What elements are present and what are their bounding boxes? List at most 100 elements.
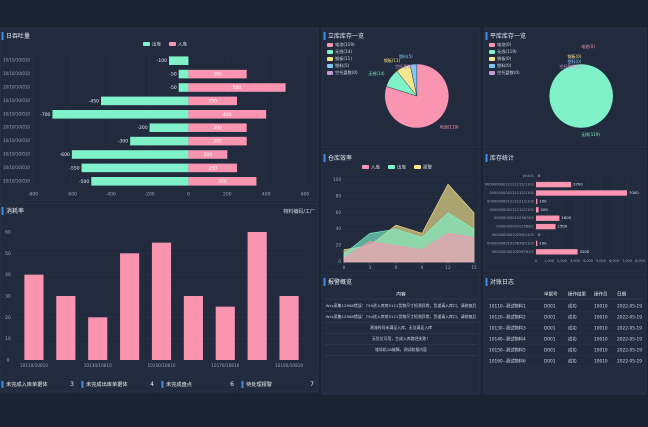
panel	[483, 273, 647, 395]
bar	[188, 163, 237, 173]
stat-marker	[81, 381, 84, 388]
data-label: 3200	[580, 249, 590, 254]
table-cell: 2022-05-19	[617, 337, 642, 343]
bar	[279, 296, 299, 360]
table-cell: 成功	[568, 325, 577, 332]
panel-title: 日吞吐量	[6, 32, 30, 40]
x-tick-label: 8,000	[635, 259, 645, 263]
data-label: 400	[223, 112, 232, 118]
y-tick-label: 10/10/10/010	[3, 152, 30, 157]
title-marker	[323, 32, 326, 40]
y-tick-label: 10/10/10/010	[3, 98, 30, 103]
x-tick-label: 10110/10810	[20, 363, 48, 368]
table-cell: D001	[544, 348, 556, 354]
x-tick-label: 10130/10810	[84, 363, 112, 368]
y-tick-label: 00000000010256761/1	[492, 250, 534, 254]
x-tick-label: -200	[144, 192, 154, 198]
y-tick-label: 000000000121212/1101	[489, 208, 534, 212]
table-cell: 成功	[568, 314, 577, 321]
data-label: -50	[169, 85, 176, 91]
y-tick-label: 10	[5, 336, 11, 342]
bar	[91, 177, 189, 186]
stat-box	[79, 376, 159, 393]
stat-label: 待处理报警	[246, 380, 272, 388]
y-tick-label: 60	[336, 210, 342, 215]
bar	[536, 240, 538, 247]
data-label: 300	[213, 139, 222, 145]
legend-swatch	[327, 71, 333, 75]
slice-label: 钢板(11)	[384, 57, 401, 63]
bar	[536, 215, 560, 221]
legend-label: 报警	[423, 164, 432, 171]
y-tick-label: 0	[7, 358, 10, 364]
legend-swatch	[327, 43, 333, 47]
table-cell: 10150--测试物料5	[489, 347, 526, 354]
legend-label: 电池(119)	[335, 41, 355, 47]
x-tick-label: 10190/10810	[275, 363, 303, 368]
table-cell: 潮流时间未满足入库，无法满足入库	[370, 325, 432, 330]
title-marker	[485, 32, 488, 40]
legend-label: 无线(14)	[335, 48, 352, 55]
x-tick-label: 4,000	[583, 259, 593, 263]
x-tick-label: 9	[421, 265, 424, 270]
y-tick-label: 50	[5, 251, 11, 257]
legend-label: 出库	[397, 164, 406, 171]
bar	[188, 110, 267, 119]
data-label: 0	[538, 232, 541, 237]
data-label: -700	[40, 112, 50, 118]
data-label: -600	[60, 152, 70, 158]
x-tick-label: 0	[343, 265, 346, 270]
x-tick-label: 2,000	[557, 259, 567, 263]
legend-label: 钢板(0)	[497, 55, 512, 62]
table-cell: D001	[544, 337, 556, 343]
x-tick-label: 0	[535, 259, 537, 263]
y-tick-label: 00000000012121212/1101	[485, 183, 534, 187]
bar	[120, 253, 140, 360]
slice-label: 钢板(0)	[568, 53, 582, 59]
data-label: 100	[539, 240, 547, 245]
data-label: 2700	[573, 182, 583, 187]
x-tick-label: 6,000	[609, 259, 619, 263]
table-cell: 成功	[568, 347, 577, 354]
table-cell: 10130--测试物料3	[489, 325, 526, 332]
data-label: -100	[157, 58, 167, 64]
y-tick-label: 20	[336, 243, 342, 248]
slice-label: 无线(119)	[581, 131, 600, 137]
bar	[178, 83, 189, 92]
data-label: -450	[89, 98, 99, 104]
y-tick-label: 10/10/10/010	[3, 138, 30, 143]
legend-label: 空托盘数(0)	[497, 69, 520, 76]
bar	[188, 96, 237, 106]
slice-label: 塑料(0)	[568, 58, 582, 64]
stat-value: 3	[70, 381, 74, 388]
slice-label: 电池(119)	[440, 123, 459, 129]
table-cell: 2022-05-19	[617, 315, 642, 321]
table-cell: D001	[544, 315, 556, 321]
bar	[183, 296, 203, 360]
bar	[178, 69, 189, 79]
data-label: -200	[137, 125, 147, 131]
data-label: 0	[538, 173, 541, 178]
bar	[188, 136, 247, 146]
x-tick-label: 200	[223, 192, 232, 198]
bar	[88, 317, 108, 360]
x-tick-label: 0	[187, 192, 190, 198]
legend-label: 入库	[178, 41, 187, 48]
legend-swatch	[489, 64, 495, 68]
y-tick-label: 20	[5, 315, 11, 321]
bar	[536, 207, 539, 213]
y-tick-label: 10/10/10/010	[3, 71, 30, 76]
stat-label: 未完成入库单据体	[6, 380, 48, 388]
y-tick-label: 10/10/10/010	[3, 111, 30, 116]
panel-title: 报警概览	[328, 278, 352, 286]
table-header: 操作员	[594, 291, 608, 298]
bar	[188, 69, 247, 79]
bar	[188, 177, 257, 186]
stat-box	[239, 376, 319, 393]
stat-value: 6	[230, 381, 234, 388]
bar	[188, 123, 247, 132]
table-cell: 2022-05-19	[617, 359, 642, 365]
data-label: -50	[169, 72, 176, 78]
legend-label: 电池(0)	[497, 41, 512, 47]
bar	[52, 110, 189, 119]
